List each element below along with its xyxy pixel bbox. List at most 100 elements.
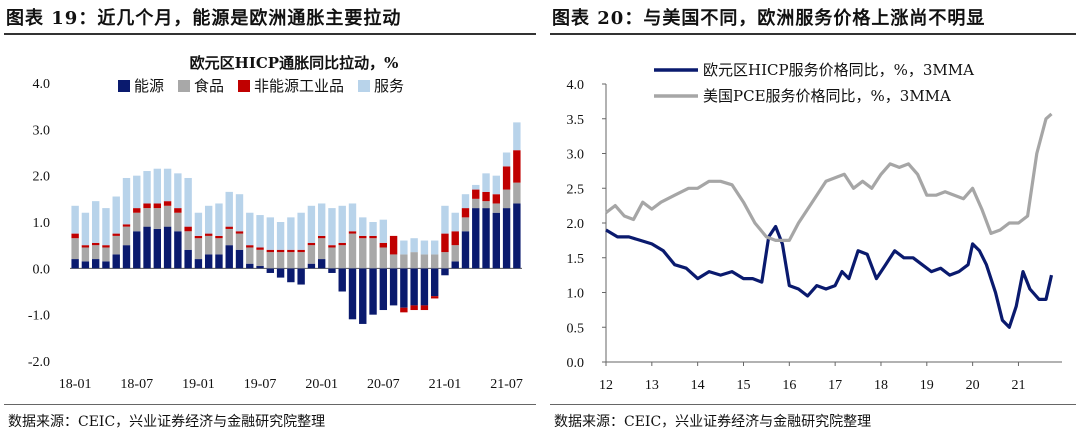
bar-segment (338, 245, 346, 269)
bar-segment (215, 235, 223, 239)
bar-segment (184, 177, 192, 227)
bar-segment (194, 238, 203, 260)
right-title-rule (550, 33, 1076, 35)
bar-segment (81, 212, 90, 246)
left-legend-swatch (178, 80, 190, 92)
right-x-tick-label: 12 (599, 378, 613, 393)
bar-segment (492, 212, 501, 269)
left-x-tick-label: 21-01 (429, 377, 462, 392)
right-axes: 4.0 3.5 3.0 2.5 2.0 1.5 1.0 0.5 0.0 12 13 14 15 16 17 1… (567, 78, 1062, 393)
bar-segment (133, 208, 141, 213)
bar-segment (502, 166, 511, 190)
right-y-tick-label: 0.0 (567, 356, 585, 371)
bar-segment (338, 268, 346, 292)
right-figure-title: 图表 20：与美国不同，欧洲服务价格上涨尚不明显 (552, 8, 986, 29)
bar-segment (204, 235, 213, 255)
right-line-chart: 4.0 3.5 3.0 2.5 2.0 1.5 1.0 0.5 0.0 12 13 14 15 16 17 1… (567, 61, 1062, 393)
bar-segment (91, 242, 100, 246)
bar-segment (215, 203, 223, 236)
bar-segment (317, 203, 326, 236)
right-x-tick-label: 18 (874, 378, 888, 393)
left-legend-swatch (118, 80, 130, 92)
bar-segment (359, 217, 367, 236)
bar-segment (492, 203, 501, 213)
bar-segment (348, 231, 357, 234)
bar-segment (348, 268, 357, 320)
bar-segment (122, 177, 131, 225)
bar-segment (225, 226, 233, 229)
bar-segment (502, 189, 511, 209)
bar-segment (174, 173, 182, 209)
bar-segment (451, 245, 459, 262)
left-legend-swatch (358, 80, 370, 92)
bar-segment (163, 226, 172, 269)
bar-segment (502, 152, 511, 167)
right-x-tick-label: 14 (691, 378, 705, 393)
bar-segment (91, 259, 100, 269)
right-y-tick-label: 1.0 (567, 287, 585, 302)
left-legend-label: 能源 (134, 77, 164, 95)
bar-segment (359, 238, 367, 269)
bar-segment (91, 201, 100, 243)
bar-segment (71, 259, 79, 269)
bar-segment (420, 240, 429, 255)
bar-segment (482, 208, 490, 269)
bar-segment (81, 247, 90, 262)
bar-segment (328, 247, 336, 269)
bar-segment (256, 266, 264, 269)
bar-segment (472, 208, 480, 269)
right-bottom-rule (550, 404, 1076, 405)
bar-segment (359, 268, 367, 324)
left-y-tick-label: 4.0 (33, 77, 51, 92)
bar-segment (91, 245, 100, 260)
left-x-tick-label: 18-01 (59, 377, 92, 392)
right-legend-label: 欧元区HICP服务价格同比，%，3MMA (703, 61, 974, 79)
bar-segment (163, 168, 172, 202)
bar-segment (307, 205, 316, 243)
bar-segment (71, 205, 79, 234)
bar-segment (102, 208, 110, 246)
bar-segment (379, 242, 388, 248)
right-x-tick-label: 21 (1011, 378, 1025, 393)
bar-segment (379, 219, 388, 243)
bar-segment (297, 249, 305, 253)
bar-segment (276, 252, 285, 269)
bar-segment (513, 203, 521, 269)
bar-segment (430, 296, 439, 299)
left-y-tick-label: 0.0 (33, 262, 51, 277)
bar-segment (71, 233, 79, 239)
bar-segment (307, 242, 316, 246)
bar-segment (328, 245, 336, 248)
bar-segment (266, 252, 275, 269)
bar-segment (369, 235, 377, 239)
left-bottom-rule (4, 404, 536, 405)
left-bars (71, 122, 521, 324)
bar-segment (287, 268, 295, 283)
bar-segment (420, 305, 429, 311)
bar-segment (379, 247, 388, 269)
bar-segment (266, 268, 275, 273)
bar-segment (143, 208, 151, 227)
bar-segment (204, 233, 213, 236)
bar-segment (225, 191, 233, 227)
bar-segment (461, 208, 470, 218)
bar-segment (225, 245, 233, 269)
bar-segment (389, 235, 398, 255)
right-y-tick-label: 3.5 (567, 113, 585, 128)
bar-segment (184, 231, 192, 250)
bar-segment (81, 245, 90, 248)
left-y-tick-label: 3.0 (33, 123, 51, 138)
left-x-tick-label: 19-07 (244, 377, 277, 392)
bar-segment (204, 205, 213, 234)
left-y-tick-label: -2.0 (28, 355, 50, 370)
bar-segment (184, 249, 192, 269)
left-legend-label: 非能源工业品 (254, 77, 344, 95)
bar-segment (441, 205, 449, 234)
bar-segment (256, 247, 264, 250)
bar-segment (246, 247, 254, 264)
bar-segment (338, 242, 346, 246)
right-y-tick-label: 2.0 (567, 217, 585, 232)
right-y-tick-label: 3.0 (567, 148, 585, 163)
bar-segment (174, 231, 182, 269)
bar-segment (400, 268, 408, 308)
